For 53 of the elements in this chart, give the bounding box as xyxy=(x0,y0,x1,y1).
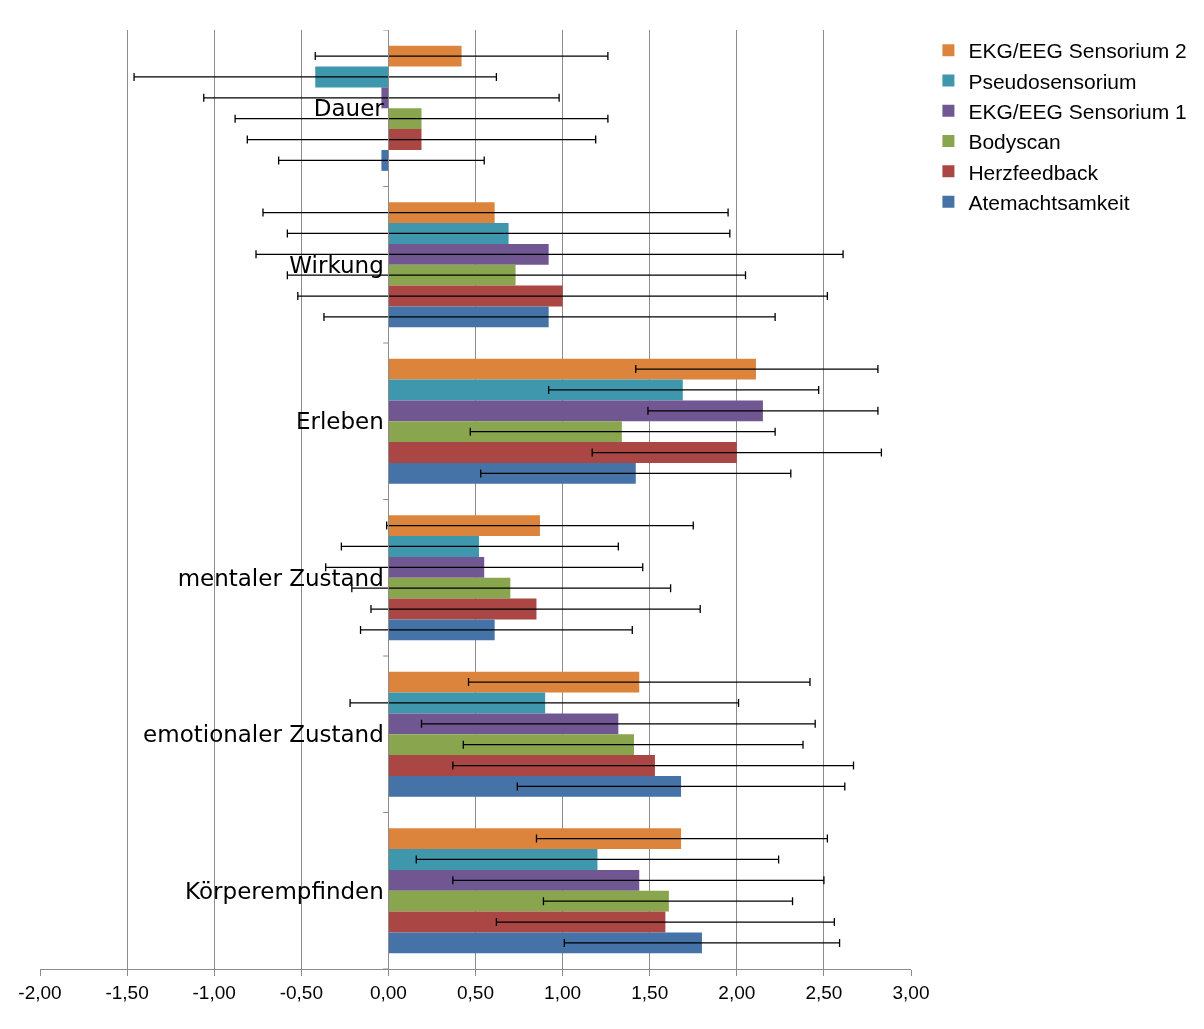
bar xyxy=(388,462,636,484)
bar xyxy=(388,108,422,130)
y-tick-label: Erleben xyxy=(295,408,384,435)
bar xyxy=(388,223,509,244)
bar xyxy=(388,577,511,599)
x-tick-label: -1,50 xyxy=(105,981,149,1003)
bar xyxy=(388,358,756,380)
legend-label: Atemachtsamkeit xyxy=(968,190,1130,214)
bar xyxy=(388,775,682,797)
x-tick-label: 2,00 xyxy=(718,981,756,1003)
x-tick-label: -2,00 xyxy=(18,981,62,1003)
bar xyxy=(388,129,422,150)
bar xyxy=(388,45,462,67)
bar xyxy=(388,400,763,422)
bar xyxy=(388,536,479,557)
x-tick-label: -1,00 xyxy=(192,981,236,1003)
bar xyxy=(388,515,540,537)
x-tick-label: 3,00 xyxy=(892,981,930,1003)
legend-label: Pseudosensorium xyxy=(968,69,1137,93)
legend-label: Bodyscan xyxy=(968,130,1061,154)
bar xyxy=(381,149,389,171)
bar xyxy=(388,442,737,463)
y-tick-label: Körperempfinden xyxy=(185,877,384,904)
x-tick-label: 0,50 xyxy=(457,981,494,1003)
y-tick-label: Wirkung xyxy=(289,251,384,278)
x-tick-label: 0,00 xyxy=(369,981,407,1003)
legend-label: EKG/EEG Sensorium 2 xyxy=(968,39,1187,63)
bar xyxy=(388,421,622,443)
bar xyxy=(388,379,683,401)
y-tick-label: mentaler Zustand xyxy=(177,564,384,591)
bar xyxy=(388,932,702,954)
bar xyxy=(388,849,598,870)
bar xyxy=(388,202,495,224)
y-tick-label: Dauer xyxy=(313,95,385,122)
bar xyxy=(388,755,655,776)
bar xyxy=(388,264,516,286)
bar xyxy=(388,890,669,912)
bar xyxy=(388,734,635,756)
x-tick-label: 1,00 xyxy=(544,981,582,1003)
bar xyxy=(388,556,485,578)
bar xyxy=(388,713,619,735)
bar xyxy=(388,306,549,328)
bar xyxy=(388,619,495,641)
y-tick-label: emotionaler Zustand xyxy=(143,721,384,748)
bar xyxy=(388,828,682,850)
bar xyxy=(388,869,640,891)
x-tick-label: 1,50 xyxy=(631,981,669,1003)
bar xyxy=(388,243,549,265)
legend-label: EKG/EEG Sensorium 1 xyxy=(968,99,1187,123)
x-tick-label: 2,50 xyxy=(805,981,843,1003)
x-tick-label: -0,50 xyxy=(279,981,323,1003)
bar xyxy=(388,671,640,693)
legend-label: Herzfeedback xyxy=(968,160,1099,184)
